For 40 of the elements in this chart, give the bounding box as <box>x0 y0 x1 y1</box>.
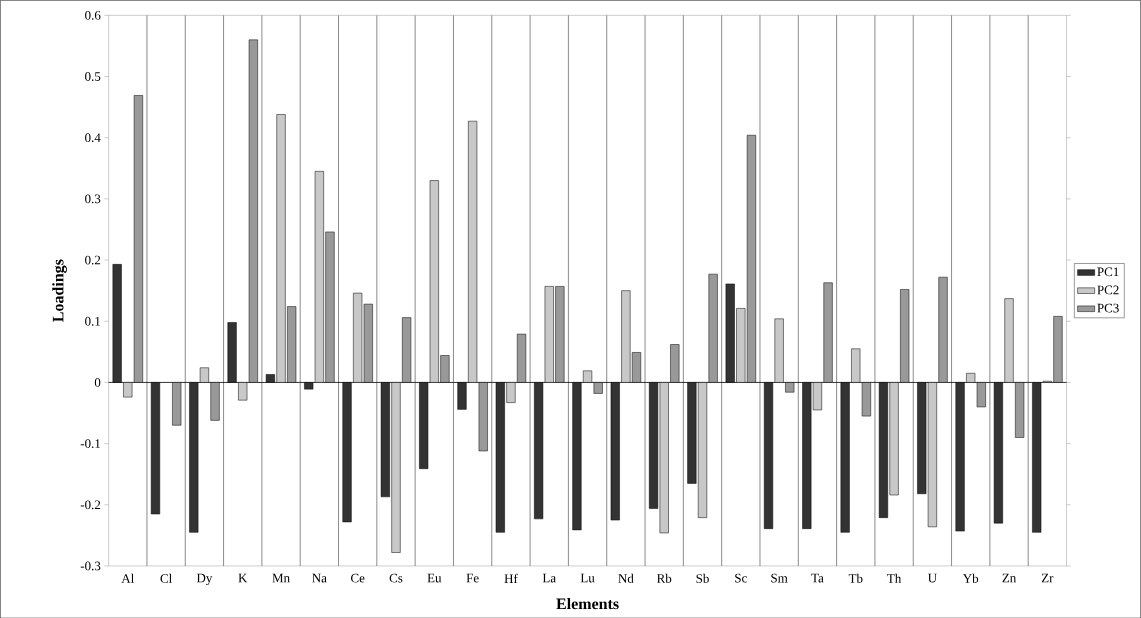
x-tick-label: Lu <box>580 573 595 583</box>
legend-label: PC2 <box>1097 285 1119 295</box>
x-tick-label: Sc <box>735 573 747 583</box>
x-tick-label: Tb <box>848 573 863 583</box>
x-tick-label: Th <box>887 573 902 583</box>
y-tick-label: 0.3 <box>85 194 101 204</box>
x-tick-label: U <box>927 573 937 583</box>
y-tick-label: 0.4 <box>85 133 101 142</box>
y-tick-label: 0.1 <box>85 316 101 326</box>
x-tick-label: Ta <box>811 573 824 583</box>
x-tick-label: Zr <box>1041 573 1054 583</box>
y-axis-title: Loadings <box>52 259 67 322</box>
y-tick-label: 0.6 <box>85 10 101 20</box>
x-tick-label: Sm <box>771 573 788 583</box>
x-axis-title: Elements <box>556 597 619 609</box>
x-tick-label: Dy <box>196 573 213 585</box>
x-tick-label: La <box>542 573 556 583</box>
x-tick-label: Nd <box>618 573 634 583</box>
x-tick-label: Yb <box>962 573 979 583</box>
x-tick-label: Ce <box>350 573 365 583</box>
x-tick-label: Mn <box>272 573 290 583</box>
x-tick-label: Sb <box>696 573 709 583</box>
legend-label: PC3 <box>1097 303 1119 313</box>
x-tick-label: Rb <box>656 573 672 583</box>
y-tick-label: -0.3 <box>80 561 101 571</box>
x-tick-label: Hf <box>504 573 518 583</box>
x-tick-label: Cl <box>160 573 172 583</box>
y-tick-label: 0 <box>94 377 101 387</box>
x-tick-label: Cs <box>389 573 403 583</box>
y-tick-label: -0.2 <box>80 500 101 509</box>
x-tick-label: Al <box>121 573 135 583</box>
x-tick-label: Zn <box>1002 573 1017 583</box>
y-tick-label: -0.1 <box>80 438 101 448</box>
y-tick-label: 0.2 <box>85 255 101 265</box>
legend-label: PC1 <box>1097 267 1119 277</box>
x-tick-label: Fe <box>466 573 479 583</box>
y-tick-label: 0.5 <box>85 71 101 81</box>
x-tick-label: Eu <box>427 573 442 583</box>
x-tick-label: Na <box>312 573 327 583</box>
x-tick-label: K <box>238 573 248 583</box>
